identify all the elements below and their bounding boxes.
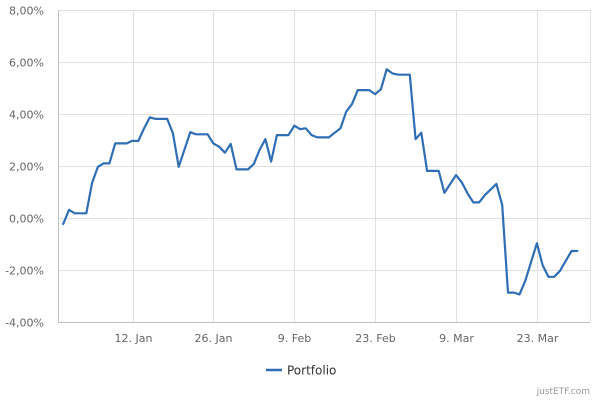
credit-watermark[interactable]: justETF.com <box>536 387 590 397</box>
y-tick-label: -2,00% <box>5 265 44 278</box>
vertical-gridlines <box>58 10 591 322</box>
legend[interactable]: Portfolio <box>266 364 336 378</box>
y-tick-label: 4,00% <box>9 109 44 122</box>
portfolio-series-line[interactable] <box>62 68 579 296</box>
x-axis: 12. Jan 26. Jan 9. Feb 23. Feb 9. Mar 23. Mar <box>115 332 559 345</box>
x-tick-label: 23. Feb <box>355 332 395 345</box>
y-tick-label: -4,00% <box>5 317 44 330</box>
y-tick-label: 0,00% <box>9 213 44 226</box>
horizontal-gridlines <box>58 10 590 323</box>
y-tick-label: 8,00% <box>9 5 44 18</box>
y-tick-label: 6,00% <box>9 57 44 70</box>
y-tick-label: 2,00% <box>9 161 44 174</box>
x-tick-label: 12. Jan <box>115 332 153 345</box>
x-tick-label: 23. Mar <box>517 332 559 345</box>
y-axis: -4,00% -2,00% 0,00% 2,00% 4,00% 6,00% 8,00% <box>5 5 44 330</box>
x-tick-label: 9. Mar <box>439 332 474 345</box>
legend-label-portfolio[interactable]: Portfolio <box>287 364 336 378</box>
x-tick-label: 26. Jan <box>195 332 233 345</box>
x-tick-label: 9. Feb <box>278 332 311 345</box>
